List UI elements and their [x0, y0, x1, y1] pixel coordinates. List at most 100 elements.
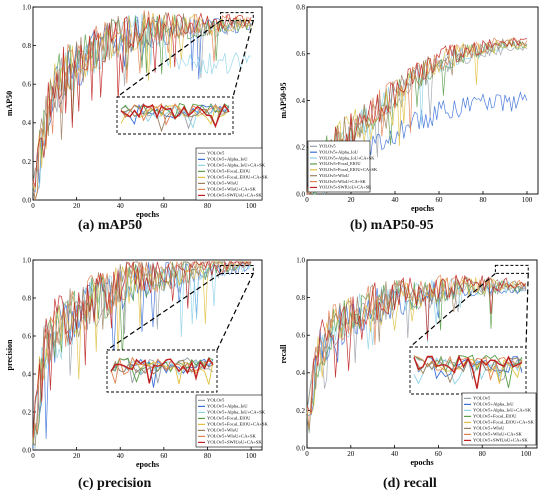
inset-series	[413, 354, 523, 389]
inset-series	[110, 356, 214, 388]
legend-entry: YOLOv5+Alpha_IoU+CA+SK	[319, 155, 375, 160]
x-tick-label: 80	[204, 452, 212, 460]
series-line	[306, 277, 527, 431]
y-tick-label: 0.2	[296, 144, 305, 152]
inset-box	[106, 349, 218, 393]
series-line	[32, 12, 252, 187]
y-tick-label: 0.0	[296, 444, 305, 452]
y-tick-label: 0.4	[296, 97, 305, 105]
x-tick-label: 0	[31, 452, 35, 460]
x-tick-label: 20	[348, 196, 356, 204]
legend-entry: YOLOv5+WIoU	[473, 426, 505, 431]
inset-series-line	[120, 103, 230, 128]
y-tick-label: 0.4	[22, 119, 31, 127]
x-axis-label: epochs	[410, 458, 433, 467]
y-tick-label: 0.0	[296, 190, 305, 198]
y-tick-label: 1.0	[296, 256, 305, 264]
legend-entry: YOLOv5+WIoU	[319, 173, 350, 178]
legend-entry: YOLOv5+SWIUoU+CA+SK	[207, 193, 262, 198]
legend-entry: YOLOv5+SWIUoU+CA+SK	[207, 440, 262, 445]
caption-b: (b) mAP50-95	[350, 218, 434, 233]
y-axis-label: mAP50-95	[279, 83, 288, 119]
series-line	[32, 260, 252, 447]
zoom-connector	[106, 273, 221, 351]
y-axis-label: precision	[5, 339, 14, 371]
zoom-source-box	[220, 12, 254, 22]
y-tick-label: 0.2	[22, 158, 31, 166]
legend-box	[461, 392, 537, 446]
inset-series-line	[120, 102, 230, 126]
x-tick-label: 80	[480, 196, 488, 204]
caption-d: (d) recall	[383, 476, 437, 491]
inset-series-line	[110, 359, 214, 375]
legend-entry: YOLOv5+Focal_EIOU+CA+SK	[207, 422, 269, 427]
inset-series-line	[413, 354, 523, 389]
chart-map50: 0 20 40 60 80 100 0.0 0.2 0.4 0.6 0.8 1.0 epochs mAP5…	[5, 3, 269, 219]
plot-frame	[32, 6, 263, 201]
series-line	[306, 38, 528, 195]
inset-series-line	[110, 357, 214, 384]
y-tick-label: 0.8	[22, 294, 31, 302]
chart-panel-b: 0 20 40 60 80 100 0.0 0.2 0.4 0.6 0.8 epochs mAP50-9…	[275, 0, 550, 236]
legend-entry: YOLOv5+Alpha_IoU	[207, 157, 248, 162]
legend-entry: YOLOv5+Alpha_IoU+CA+SK	[207, 410, 266, 415]
chart-panel-a: 0 20 40 60 80 100 0.0 0.2 0.4 0.6 0.8 1.0 epochs mAP5…	[0, 0, 275, 236]
x-tick-label: 0	[31, 202, 35, 210]
series-group	[32, 10, 252, 202]
plot-frame	[306, 259, 538, 449]
series-line	[32, 12, 252, 183]
y-tick-label: 0.8	[296, 3, 305, 11]
x-tick-label: 20	[73, 452, 81, 460]
chart-panel-d: 0 20 40 60 80 100 0.0 0.2 0.4 0.6 0.8 1.0 epochs reca…	[275, 250, 550, 480]
x-tick-label: 80	[479, 450, 487, 458]
legend-entry: YOLOv5+Alpha_IoU+CA+SK	[207, 163, 266, 168]
y-tick-label: 0.0	[22, 196, 31, 204]
y-tick-label: 0.6	[22, 81, 31, 89]
series-group	[32, 260, 252, 450]
legend-entry: YOLOv5	[473, 396, 491, 401]
x-axis-label: epochs	[136, 210, 159, 219]
x-axis-label: epochs	[136, 460, 159, 469]
y-tick-label: 1.0	[22, 3, 31, 11]
legend-entry: YOLOv5	[319, 144, 336, 149]
y-axis-label: mAP50	[5, 91, 14, 116]
y-tick-label: 0.6	[296, 50, 305, 58]
legend-entry: YOLOv5+Alpha_IoU	[473, 402, 514, 407]
legend-entry: YOLOv5+WIoU	[207, 181, 239, 186]
zoom-connector	[216, 273, 254, 351]
caption-a: (a) mAP50	[78, 218, 143, 233]
legend-entry: YOLOv5+Focal_EIOU+CA+SK	[473, 420, 535, 425]
y-tick-label: 0.4	[22, 370, 31, 378]
zoom-connector	[232, 20, 254, 98]
legend-entry: YOLOv5+WIoU+CA+SK	[473, 432, 523, 437]
legend-entry: YOLOv5+WIoU+CA+SK	[207, 187, 257, 192]
chart-precision: 0 20 40 60 80 100 0.0 0.2 0.4 0.6 0.8 1.0 epochs prec…	[5, 256, 269, 469]
x-tick-label: 0	[305, 196, 309, 204]
legend-box	[195, 147, 263, 201]
y-tick-label: 0.0	[22, 446, 31, 454]
series-line	[32, 260, 252, 450]
zoom-connector	[525, 273, 529, 348]
inset-series-line	[110, 356, 214, 384]
x-tick-label: 20	[73, 202, 81, 210]
x-tick-label: 40	[117, 202, 125, 210]
legend-entry: YOLOv5+Focal_EIOU	[319, 161, 361, 166]
series-line	[32, 260, 252, 440]
y-tick-label: 0.8	[22, 42, 31, 50]
legend-entry: YOLOv5	[207, 151, 225, 156]
legend-entry: YOLOv5	[207, 398, 225, 403]
x-tick-label: 60	[436, 196, 444, 204]
inset-series-line	[120, 105, 230, 133]
x-tick-label: 40	[392, 196, 400, 204]
legend-entry: YOLOv5+Focal_EIOU	[207, 416, 251, 421]
zoom-source-box	[220, 265, 254, 274]
plot-frame	[32, 259, 263, 451]
x-tick-label: 100	[246, 452, 257, 460]
y-tick-label: 0.8	[296, 294, 305, 302]
legend-entry: YOLOv5+Focal_EIOU	[473, 414, 517, 419]
chart-map50-95: 0 20 40 60 80 100 0.0 0.2 0.4 0.6 0.8 epochs mAP50-9…	[279, 3, 539, 213]
x-tick-label: 0	[305, 450, 309, 458]
inset-series	[120, 102, 230, 133]
legend-entry: YOLOv5+WIoU+CA+SK	[207, 434, 257, 439]
chart-recall: 0 20 40 60 80 100 0.0 0.2 0.4 0.6 0.8 1.0 epochs reca…	[279, 256, 538, 467]
